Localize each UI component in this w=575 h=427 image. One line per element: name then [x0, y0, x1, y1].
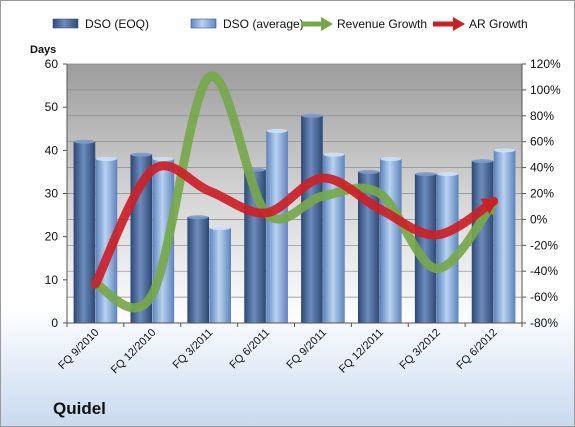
- bar-cap: [301, 113, 323, 118]
- bar-cap: [209, 226, 231, 231]
- right-tick-label: -60%: [530, 290, 558, 304]
- bar: [266, 130, 288, 324]
- series-arrowhead: [480, 198, 498, 215]
- legend: DSO (EOQ) DSO (average) Revenue Growth AR G…: [52, 17, 528, 31]
- left-tick-label: 20: [45, 230, 59, 244]
- left-tick-label: 0: [51, 316, 58, 330]
- company-name: Quidel: [53, 399, 106, 418]
- bar-cap: [95, 156, 117, 161]
- right-tick-label: 20%: [530, 187, 554, 201]
- bar: [301, 115, 323, 324]
- right-tick-label: -80%: [530, 316, 558, 330]
- bar-cap: [380, 156, 402, 161]
- legend-swatch-arrow: [321, 17, 333, 31]
- x-tick-label: FQ 9/2011: [284, 327, 329, 372]
- right-tick-label: -20%: [530, 238, 558, 252]
- bar-cap: [187, 215, 209, 220]
- left-tick-label: 50: [45, 100, 59, 114]
- series-line: [90, 161, 499, 289]
- bar-cap: [266, 128, 288, 133]
- x-tick-label: FQ 6/2012: [454, 327, 499, 372]
- bar-cap: [358, 169, 380, 174]
- right-tick-label: 80%: [530, 109, 554, 123]
- bar-cap: [415, 172, 437, 177]
- bar-cap: [152, 156, 174, 161]
- legend-label: Revenue Growth: [337, 17, 427, 31]
- legend-swatch: [190, 18, 217, 29]
- bar: [471, 160, 494, 324]
- left-tick-label: 40: [45, 143, 59, 157]
- y-axis-title: Days: [30, 44, 56, 56]
- bar: [209, 227, 231, 324]
- legend-swatch-arrow: [453, 17, 465, 31]
- bar-cap: [73, 139, 95, 144]
- bar: [380, 158, 402, 324]
- bar-cap: [130, 152, 152, 157]
- right-tick-label: 0%: [530, 212, 548, 226]
- right-tick-label: 100%: [530, 83, 561, 97]
- left-tick-label: 10: [45, 273, 59, 287]
- bar-cap: [323, 152, 345, 157]
- x-tick-label: FQ 9/2010: [56, 327, 101, 372]
- x-tick-label: FQ 6/2011: [228, 327, 273, 372]
- right-tick-label: 40%: [530, 161, 554, 175]
- legend-swatch: [52, 18, 79, 29]
- bar-cap: [494, 148, 516, 153]
- right-tick-label: -40%: [530, 264, 558, 278]
- right-tick-label: 60%: [530, 135, 554, 149]
- bar-cap: [437, 172, 459, 177]
- bar: [436, 173, 459, 324]
- left-tick-label: 30: [45, 187, 59, 201]
- x-tick-label: FQ 12/2010: [109, 327, 159, 377]
- x-tick-label: FQ 12/2011: [337, 327, 386, 376]
- line-layer: [90, 71, 499, 313]
- left-tick-label: 60: [45, 57, 59, 71]
- legend-label: DSO (average): [223, 17, 304, 31]
- x-tick-label: FQ 3/2012: [398, 327, 443, 372]
- x-tick-label: FQ 3/2011: [171, 327, 216, 372]
- bar-cap: [472, 159, 494, 164]
- legend-label: AR Growth: [469, 17, 528, 31]
- bar: [73, 141, 96, 324]
- legend-label: DSO (EOQ): [85, 17, 149, 31]
- right-tick-label: 120%: [530, 57, 561, 71]
- bar: [493, 150, 516, 324]
- bar: [187, 216, 209, 324]
